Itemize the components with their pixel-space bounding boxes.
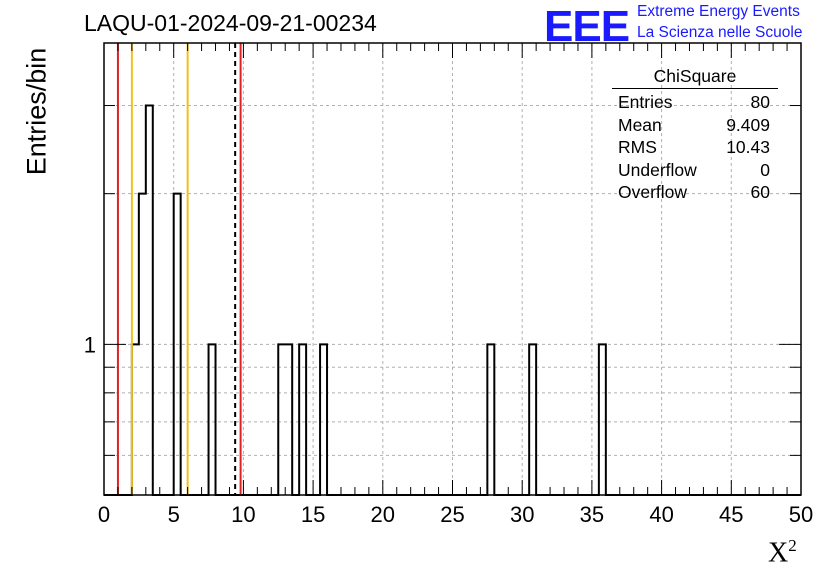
x-axis-label: X2 [768, 536, 797, 569]
stats-label: Entries [618, 92, 673, 112]
x-tick-label: 10 [231, 502, 255, 527]
eee-logo: EEE [544, 2, 630, 51]
stats-value: 80 [750, 92, 770, 112]
y-axis-label: Entries/bin [21, 47, 52, 176]
stats-row: Underflow 0 [612, 159, 778, 182]
stats-box: ChiSquare Entries 80 Mean 9.409 RMS 10.43 U… [612, 66, 778, 204]
y-tick-label: 1 [84, 332, 96, 357]
x-tick-label: 0 [98, 502, 110, 527]
reference-lines [116, 43, 242, 495]
x-tick-label: 40 [649, 502, 673, 527]
stats-row: RMS 10.43 [612, 136, 778, 159]
stats-value: 60 [750, 182, 770, 202]
stats-label: RMS [618, 137, 657, 157]
histogram-bin [146, 106, 153, 495]
x-tick-label: 35 [580, 502, 604, 527]
logo-line-1: Extreme Energy Events [637, 3, 800, 20]
stats-value: 9.409 [726, 114, 770, 135]
axis-ticks: 0 5 10 15 20 25 30 35 40 45 50 1 [84, 42, 813, 527]
x-axis-label-base: X [768, 537, 789, 569]
x-tick-label: 45 [719, 502, 743, 527]
stats-row: Mean 9.409 [612, 114, 778, 137]
x-axis-label-sup: 2 [788, 536, 797, 555]
stats-value: 0 [760, 159, 770, 180]
logo-line-2: La Scienza nelle Scuole [637, 24, 803, 41]
stats-label: Overflow [618, 182, 688, 202]
x-tick-label: 50 [789, 502, 813, 527]
stats-row: Overflow 60 [612, 181, 778, 204]
stats-label: Mean [618, 114, 662, 135]
stats-value: 10.43 [726, 137, 770, 157]
stats-title: ChiSquare [612, 66, 778, 89]
chart-title: LAQU-01-2024-09-21-00234 [84, 10, 377, 36]
stats-label: Underflow [618, 159, 697, 180]
x-tick-label: 25 [440, 502, 464, 527]
stats-row: Entries 80 [612, 91, 778, 114]
x-tick-label: 15 [301, 502, 325, 527]
x-tick-label: 5 [168, 502, 180, 527]
x-tick-label: 20 [371, 502, 395, 527]
x-tick-label: 30 [510, 502, 534, 527]
